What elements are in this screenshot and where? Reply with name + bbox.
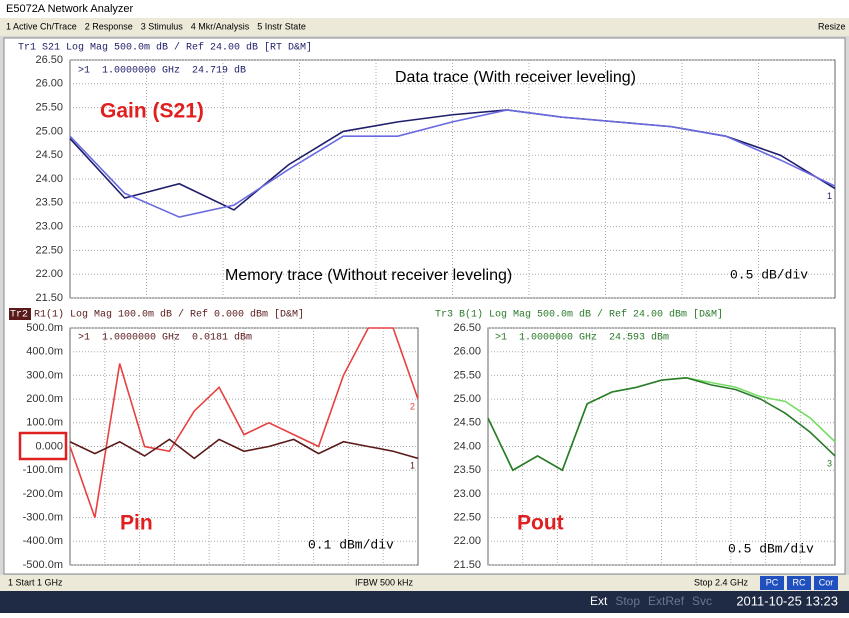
window-title: E5072A Network Analyzer: [6, 3, 134, 15]
taskbar-item[interactable]: Stop: [615, 594, 640, 608]
status-button[interactable]: [787, 576, 811, 590]
trace-header: Tr1 S21 Log Mag 500.0m dB / Ref 24.00 dB…: [18, 42, 312, 54]
chart-title: Pin: [120, 512, 153, 535]
y-tick-label: 0.000: [35, 440, 63, 452]
trace-id: Tr2: [10, 310, 28, 321]
y-tick-label: 22.00: [35, 268, 63, 280]
y-tick-label: 200.0m: [26, 393, 63, 405]
chart-title: Gain (S21): [100, 100, 204, 123]
taskbar-item[interactable]: Ext: [590, 594, 608, 608]
y-tick-label: 22.50: [35, 244, 63, 256]
trace: [69, 327, 419, 518]
taskbar-item[interactable]: Svc: [692, 594, 712, 608]
menu-item[interactable]: 1 Active Ch/Trace: [6, 21, 77, 31]
menu-item[interactable]: 4 Mkr/Analysis: [191, 21, 250, 31]
y-tick-label: 26.00: [35, 78, 63, 90]
ifbw: IFBW 500 kHz: [355, 577, 414, 587]
annotation: Memory trace (Without receiver leveling): [225, 267, 512, 284]
y-tick-label: 24.00: [35, 173, 63, 185]
chart-title: Pout: [517, 512, 564, 535]
trace: [69, 109, 836, 218]
trace-header: R1(1) Log Mag 100.0m dB / Ref 0.000 dBm …: [34, 309, 304, 321]
y-tick-label: 25.50: [35, 102, 63, 114]
trace-id-box: [9, 308, 31, 320]
y-tick-label: 22.00: [453, 535, 481, 547]
y-tick-label: 23.00: [35, 221, 63, 233]
status-button[interactable]: [760, 576, 784, 590]
y-tick-label: 21.50: [453, 559, 481, 571]
y-tick-label: 400.0m: [26, 346, 63, 358]
marker-readout: >1 1.0000000 GHz 24.593 dBm: [495, 332, 669, 344]
scale-label: 0.5 dBm/div: [728, 541, 814, 556]
y-tick-label: 26.50: [35, 54, 63, 66]
y-tick-label: 26.00: [453, 346, 481, 358]
y-tick-label: -300.0m: [23, 512, 63, 524]
y-tick-label: -100.0m: [23, 464, 63, 476]
stop-freq: Stop 2.4 GHz: [694, 577, 749, 587]
menu-bar: [0, 18, 849, 36]
title-bar: [0, 0, 849, 18]
scale-label: 0.1 dBm/div: [308, 537, 394, 552]
y-tick-label: 21.50: [35, 292, 63, 304]
trace-end-label: 1: [827, 191, 832, 201]
datetime: 2011-10-25 13:23: [736, 593, 838, 608]
menu-item[interactable]: 3 Stimulus: [141, 21, 184, 31]
y-tick-label: 26.50: [453, 322, 481, 334]
status-bar: [0, 575, 849, 591]
status-button-label[interactable]: PC: [766, 577, 779, 587]
marker-readout: >1 1.0000000 GHz 0.0181 dBm: [78, 332, 252, 344]
y-tick-label: 25.00: [35, 125, 63, 137]
trace: [69, 438, 419, 460]
menu-item[interactable]: 5 Instr State: [257, 21, 306, 31]
y-tick-label: 23.50: [35, 197, 63, 209]
trace-end-label: 2: [410, 401, 415, 411]
status-button[interactable]: [814, 576, 838, 590]
y-tick-label: 23.00: [453, 488, 481, 500]
y-tick-label: -400.0m: [23, 535, 63, 547]
y-tick-label: 500.0m: [26, 322, 63, 334]
highlight-box: [18, 431, 68, 461]
scale-label: 0.5 dB/div: [730, 267, 808, 282]
status-button-label[interactable]: Cor: [819, 577, 834, 587]
y-tick-label: 24.50: [35, 149, 63, 161]
y-tick-label: 24.00: [453, 440, 481, 452]
y-tick-label: 22.50: [453, 512, 481, 524]
y-tick-label: -200.0m: [23, 488, 63, 500]
trace: [487, 376, 836, 472]
menu-item[interactable]: 2 Response: [85, 21, 133, 31]
trace-header: Tr3 B(1) Log Mag 500.0m dB / Ref 24.00 d…: [435, 309, 723, 321]
y-tick-label: 100.0m: [26, 417, 63, 429]
annotation: Data trace (With receiver leveling): [395, 69, 636, 86]
taskbar: [0, 591, 849, 613]
y-tick-label: 25.00: [453, 393, 481, 405]
trace-end-label: 1: [410, 461, 415, 471]
y-tick-label: 300.0m: [26, 369, 63, 381]
y-tick-label: 23.50: [453, 464, 481, 476]
taskbar-item[interactable]: ExtRef: [648, 594, 685, 608]
trace-end-label: 3: [827, 458, 832, 468]
marker-readout: >1 1.0000000 GHz 24.719 dB: [78, 65, 246, 77]
resize[interactable]: Resize: [818, 21, 846, 31]
y-tick-label: 24.50: [453, 417, 481, 429]
start-freq: 1 Start 1 GHz: [8, 577, 63, 587]
y-tick-label: 25.50: [453, 369, 481, 381]
y-tick-label: -500.0m: [23, 559, 63, 571]
status-button-label[interactable]: RC: [793, 577, 806, 587]
